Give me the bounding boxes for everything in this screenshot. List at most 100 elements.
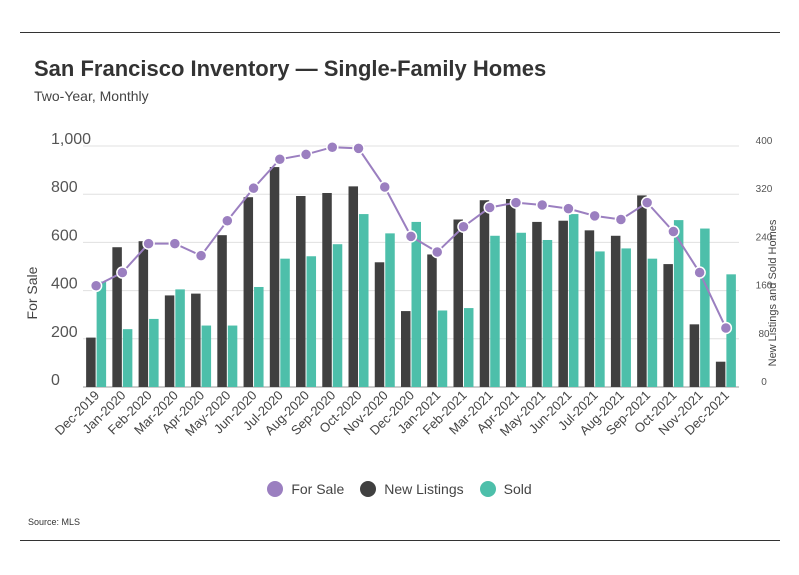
- bar-sold: [542, 239, 553, 387]
- bar-new-listings: [610, 235, 621, 387]
- legend-label-new-listings: New Listings: [384, 481, 464, 497]
- bar-new-listings: [558, 220, 568, 387]
- bar-sold: [700, 228, 710, 387]
- point-for-sale: [535, 198, 549, 212]
- y-tick-label: 0: [51, 372, 60, 389]
- legend: For Sale New Listings Sold: [0, 481, 799, 497]
- bar-sold: [568, 214, 579, 387]
- bar-sold: [490, 235, 500, 387]
- bar-sold: [385, 233, 395, 387]
- bar-new-listings: [715, 361, 726, 387]
- legend-label-for-sale: For Sale: [291, 481, 345, 497]
- chart-title: San Francisco Inventory — Single-Family …: [34, 56, 547, 81]
- point-for-sale: [194, 249, 208, 262]
- point-for-sale: [640, 196, 654, 209]
- bar-new-listings: [584, 230, 595, 387]
- source-note: Source: MLS: [28, 517, 81, 527]
- bar-sold: [96, 281, 107, 387]
- legend-swatch-new-listings: [360, 481, 377, 497]
- point-for-sale: [588, 209, 601, 223]
- bars-layer: [86, 167, 736, 387]
- legend-swatch-for-sale: [267, 481, 284, 497]
- chart-subtitle: Two-Year, Monthly: [34, 88, 149, 104]
- point-for-sale: [378, 180, 392, 194]
- y-tick-label: 600: [51, 227, 78, 244]
- bar-new-listings: [453, 219, 463, 387]
- bar-sold: [201, 325, 212, 387]
- point-for-sale: [693, 266, 706, 279]
- point-for-sale: [430, 245, 444, 259]
- bar-sold: [621, 248, 631, 387]
- legend-item-new-listings[interactable]: New Listings: [360, 481, 464, 497]
- bar-sold: [673, 220, 684, 387]
- bar-sold: [175, 289, 185, 387]
- legend-label-sold: Sold: [503, 481, 532, 497]
- point-for-sale: [457, 220, 470, 233]
- bar-sold: [306, 256, 317, 387]
- y-tick-label: 200: [51, 324, 78, 341]
- bar-new-listings: [689, 324, 700, 387]
- top-rule: [20, 32, 780, 33]
- bar-new-listings: [663, 264, 673, 387]
- bar-new-listings: [138, 241, 149, 387]
- point-for-sale: [299, 148, 313, 161]
- bar-new-listings: [479, 200, 490, 387]
- y-tick-label: 800: [51, 179, 78, 196]
- point-for-sale: [719, 321, 733, 335]
- legend-swatch-sold: [479, 481, 496, 497]
- y2-tick-label: 0: [761, 377, 767, 388]
- bar-new-listings: [348, 186, 359, 387]
- bar-sold: [280, 258, 290, 387]
- y2-tick-label: 240: [756, 232, 773, 243]
- point-for-sale: [326, 140, 339, 154]
- y-tick-label: 400: [51, 276, 78, 293]
- bar-new-listings: [374, 262, 385, 387]
- y2-axis-label: New Listings and Sold Homes: [767, 219, 779, 366]
- bar-sold: [332, 244, 343, 387]
- bar-new-listings: [505, 199, 516, 387]
- legend-item-sold[interactable]: Sold: [479, 481, 532, 497]
- point-for-sale: [483, 201, 496, 214]
- y2-tick-label: 160: [756, 281, 773, 292]
- point-for-sale: [614, 213, 628, 226]
- bar-new-listings: [86, 337, 96, 387]
- point-for-sale: [509, 196, 523, 209]
- bar-sold: [647, 258, 658, 387]
- bar-new-listings: [637, 195, 647, 387]
- point-for-sale: [142, 237, 155, 250]
- point-for-sale: [89, 279, 103, 293]
- bar-new-listings: [217, 235, 227, 387]
- bar-sold: [149, 318, 159, 387]
- y2-tick-label: 320: [756, 184, 773, 195]
- bar-sold: [122, 329, 133, 387]
- bottom-rule: [20, 540, 780, 541]
- bar-new-listings: [322, 192, 332, 387]
- bar-sold: [516, 232, 526, 387]
- bar-sold: [411, 221, 421, 387]
- point-for-sale: [221, 214, 234, 227]
- bar-new-listings: [401, 311, 411, 387]
- y2-tick-label: 80: [758, 329, 770, 340]
- point-for-sale: [116, 266, 129, 279]
- point-for-sale: [168, 237, 182, 250]
- bar-new-listings: [112, 247, 122, 387]
- y-axis-label: For Sale: [24, 266, 40, 319]
- bar-sold: [595, 251, 605, 387]
- point-for-sale: [404, 230, 418, 243]
- bar-new-listings: [269, 167, 280, 387]
- bar-new-listings: [296, 196, 306, 387]
- bar-sold: [254, 286, 264, 387]
- y2-tick-label: 400: [756, 136, 773, 147]
- bar-new-listings: [191, 293, 201, 387]
- y-tick-label: 1,000: [51, 131, 91, 148]
- bar-sold: [227, 325, 238, 387]
- bar-new-listings: [164, 295, 175, 387]
- bar-new-listings: [243, 197, 254, 387]
- point-for-sale: [352, 142, 365, 155]
- line-layer: [89, 140, 733, 335]
- legend-item-for-sale[interactable]: For Sale: [267, 481, 344, 497]
- bar-sold: [359, 214, 369, 387]
- bar-new-listings: [532, 221, 542, 387]
- point-for-sale: [667, 225, 680, 238]
